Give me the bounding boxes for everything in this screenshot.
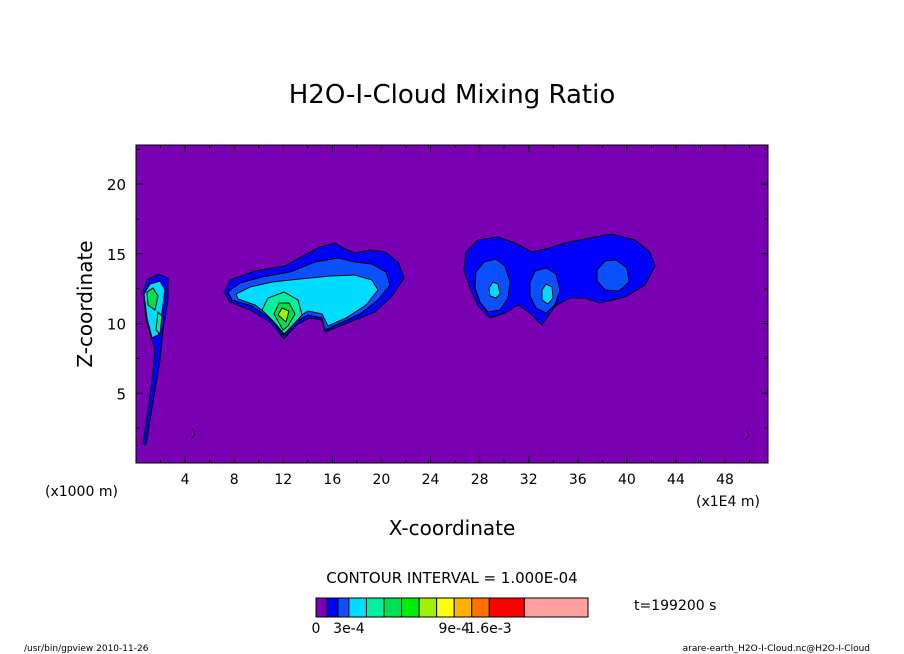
y-tick-label: 15	[107, 246, 126, 264]
colorbar-cell	[315, 597, 328, 618]
colorbar-cell	[383, 597, 403, 618]
colorbar-cell	[401, 597, 420, 618]
colorbar-cell	[348, 597, 367, 618]
cloud-first	[223, 242, 405, 340]
colorbar-cell	[337, 597, 350, 618]
contour-core-b	[541, 283, 554, 305]
y-tick-label: 20	[107, 176, 126, 194]
cloud-left-streak	[142, 273, 169, 446]
colorbar-cell	[523, 597, 589, 618]
colorbar-cell	[453, 597, 473, 618]
x-axis-label: X-coordinate	[389, 516, 516, 540]
contour-core-3	[277, 307, 290, 323]
time-text: t=199200 s	[634, 598, 716, 614]
x-axis-ticks: 4 8 12 16 20 24 28 32 36 40 44 48	[160, 145, 751, 488]
x-tick-label: 28	[471, 472, 489, 488]
colorbar-cell	[326, 597, 339, 618]
x-tick-label: 40	[618, 472, 636, 488]
small-artifacts	[190, 427, 750, 441]
colorbar-cell	[471, 597, 490, 618]
colorbar-label: 0	[312, 621, 321, 637]
footer-right: arare-earth_H2O-I-Cloud.nc@H2O-I-Cloud	[683, 644, 870, 654]
colorbar-cell	[488, 597, 525, 618]
contour-core-a	[488, 281, 501, 299]
x-tick-label: 4	[181, 472, 190, 488]
x-unit-left: (x1000 m)	[45, 484, 118, 500]
colorbar-cell	[436, 597, 455, 618]
colorbar-labels: 0 3e-4 9e-41.6e-3	[312, 621, 512, 637]
contour-interval-text: CONTOUR INTERVAL = 1.000E-04	[326, 569, 577, 587]
colorbar-label: 3e-4	[333, 621, 365, 637]
x-tick-label: 12	[274, 472, 292, 488]
x-tick-label: 16	[323, 472, 341, 488]
y-axis-ticks: 5 10 15 20	[107, 148, 768, 429]
colorbar-cell	[418, 597, 438, 618]
x-tick-label: 36	[569, 472, 587, 488]
contour-level-4	[155, 310, 163, 336]
contour-level-3	[146, 287, 159, 311]
contour-mid-c	[596, 259, 630, 292]
x-tick-label: 20	[373, 472, 391, 488]
colorbar-cell	[365, 597, 385, 618]
footer-left: /usr/bin/gpview 2010-11-26	[24, 644, 149, 654]
plot-area	[135, 144, 769, 464]
colorbar-label: 9e-4	[438, 621, 470, 637]
y-tick-label: 10	[107, 316, 126, 334]
x-tick-label: 24	[422, 472, 440, 488]
x-tick-label: 44	[667, 472, 685, 488]
plot-background	[136, 145, 768, 463]
x-tick-label: 8	[230, 472, 239, 488]
y-axis-label: Z-coordinate	[73, 240, 97, 367]
colorbar-label: 1.6e-3	[467, 621, 512, 637]
plot-frame	[135, 144, 769, 464]
chart-title: H2O-I-Cloud Mixing Ratio	[289, 80, 616, 110]
artifact-1	[190, 427, 196, 441]
x-tick-label: 32	[520, 472, 538, 488]
contour-outer	[463, 233, 656, 326]
x-tick-label: 48	[716, 472, 734, 488]
colorbar	[315, 597, 589, 618]
cloud-second	[463, 233, 656, 326]
y-tick-label: 5	[116, 385, 126, 403]
x-unit-right: (x1E4 m)	[696, 494, 760, 510]
artifact-2	[744, 427, 750, 441]
